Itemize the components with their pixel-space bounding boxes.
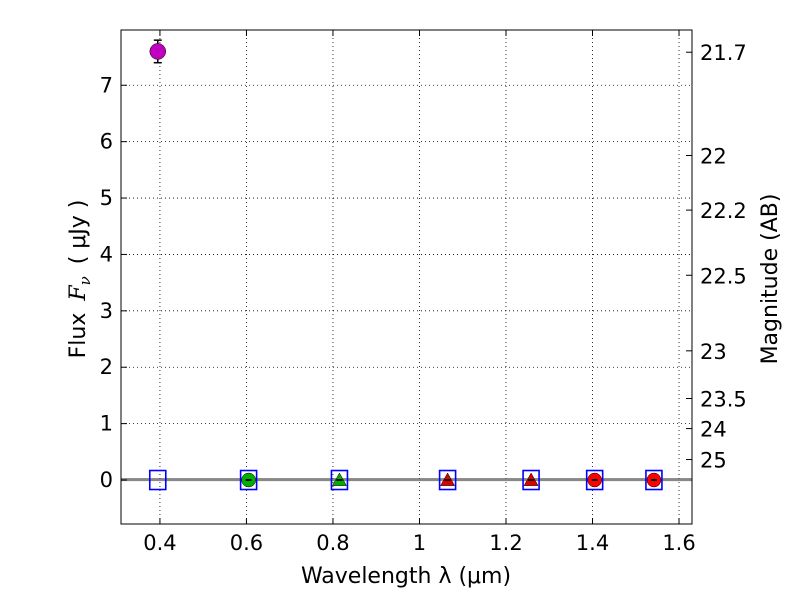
- series-layer: [121, 39, 692, 491]
- mag-tick-label: 22.2: [700, 199, 747, 223]
- y-tick-label: 1: [100, 412, 113, 436]
- plot-frame: [120, 29, 693, 525]
- model-square: [239, 469, 258, 491]
- model-square: [645, 469, 663, 491]
- y-axis-label-var: F: [66, 285, 91, 302]
- x-tick-label: 1.6: [662, 531, 695, 555]
- x-tick-label: 0.4: [143, 531, 176, 555]
- x-tick-label: 1.2: [489, 531, 522, 555]
- model-square: [148, 469, 167, 491]
- mag-tick-label: 25: [700, 449, 727, 473]
- magnitude-axis-label: Magnitude (AB): [758, 194, 783, 365]
- ticks: 0.4 0.6 0.8 1 1.2 1.4 1.60123456721.72222.222.…: [100, 30, 747, 555]
- y-tick-label: 6: [100, 130, 113, 154]
- y-tick-label: 7: [100, 73, 113, 97]
- mag-tick-label: 23.5: [700, 388, 747, 412]
- y-tick-label: 4: [100, 242, 113, 266]
- y-axis-label-text: Flux: [66, 313, 91, 359]
- model-square: [522, 469, 540, 491]
- y-tick-label: 2: [100, 355, 113, 379]
- y-axis-label-sub: ν: [76, 276, 94, 285]
- mag-tick-label: 22: [700, 145, 727, 169]
- mag-tick-label: 23: [700, 340, 727, 364]
- y-tick-label: 0: [100, 468, 113, 492]
- x-tick-label: 0.6: [230, 531, 263, 555]
- mag-tick-label: 21.7: [700, 41, 747, 65]
- y-tick-label: 3: [100, 299, 113, 323]
- model-square: [438, 469, 457, 491]
- y-axis-label-unit: ( μJy ): [66, 200, 91, 265]
- model-square: [330, 469, 349, 491]
- mag-tick-label: 24: [700, 418, 727, 442]
- mag-tick-label: 22.5: [700, 264, 747, 288]
- detection-point: [149, 43, 167, 60]
- y-axis-label: Flux Fν ( μJy ): [66, 200, 94, 359]
- x-tick-label: 1: [413, 531, 426, 555]
- model-square: [585, 469, 604, 491]
- y-tick-label: 5: [100, 186, 113, 210]
- x-axis-label: Wavelength λ (μm): [301, 564, 511, 589]
- x-tick-label: 1.4: [576, 531, 609, 555]
- x-tick-label: 0.8: [316, 531, 349, 555]
